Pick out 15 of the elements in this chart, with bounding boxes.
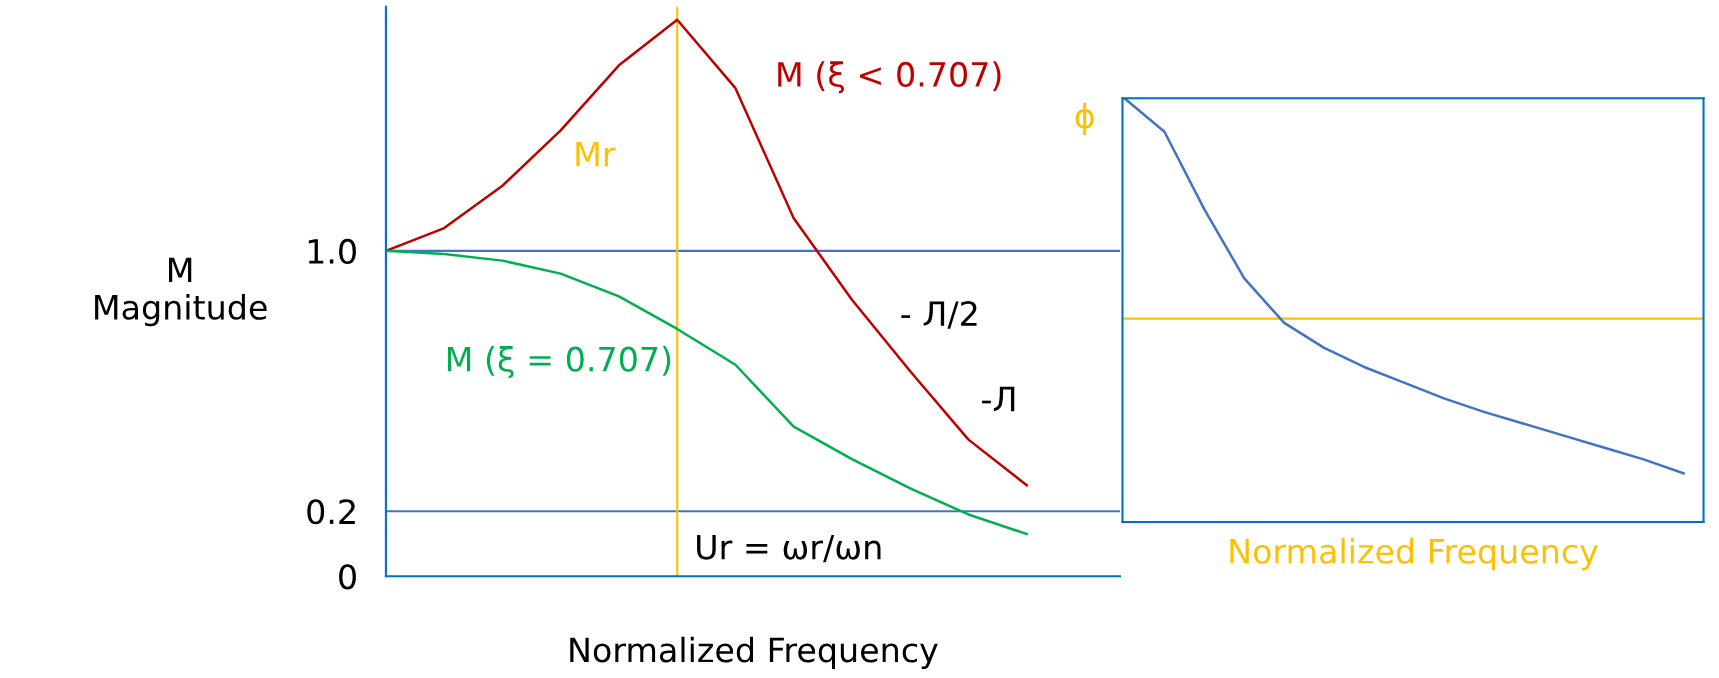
series-label: M (ξ < 0.707) bbox=[778, 61, 1001, 94]
annotation: -Л bbox=[982, 386, 1015, 412]
annotation: Ur = ωr/ωn bbox=[697, 534, 881, 563]
y-axis-title: M Magnitude bbox=[95, 257, 267, 327]
annotation: - Л/2 bbox=[901, 300, 977, 329]
series-label: M (ξ = 0.707) bbox=[447, 345, 671, 379]
y-tick-label: 1.0 bbox=[308, 238, 356, 264]
y-tick-label: 0 bbox=[339, 564, 356, 590]
annotation: Mr bbox=[576, 141, 616, 167]
line-series bbox=[385, 249, 1028, 536]
text: ϕ bbox=[1075, 102, 1094, 135]
line-series bbox=[385, 18, 1028, 487]
x-axis-title: Normalized Frequency bbox=[570, 636, 938, 669]
y-tick-label: 0.2 bbox=[307, 499, 355, 525]
x-axis-title: Normalized Frequency bbox=[1230, 538, 1598, 571]
